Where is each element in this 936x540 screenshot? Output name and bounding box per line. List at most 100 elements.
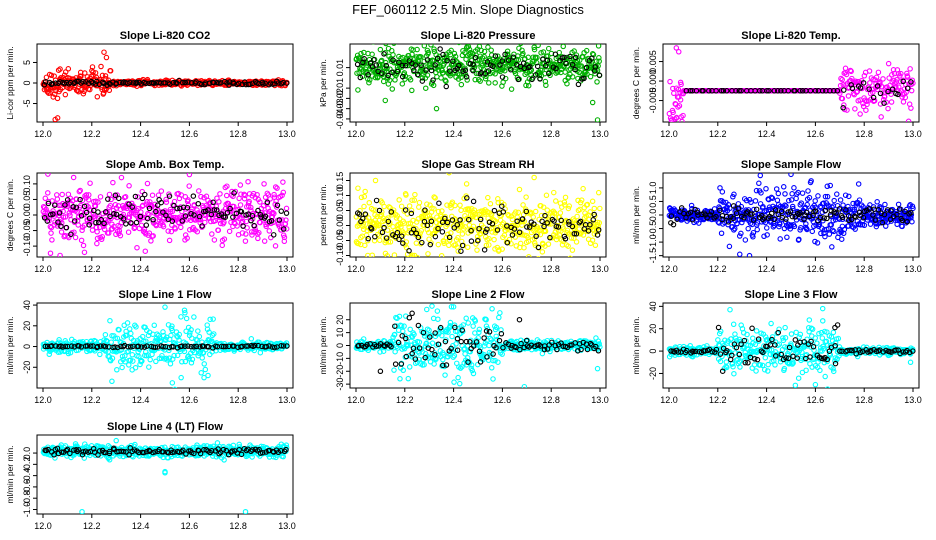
data-point [166, 237, 173, 244]
data-point [580, 185, 586, 192]
data-point [134, 244, 140, 251]
data-point [791, 185, 797, 191]
data-point [427, 221, 434, 228]
data-point [527, 64, 533, 70]
data-point [482, 229, 489, 235]
data-point [499, 203, 505, 209]
data-point [424, 57, 431, 63]
data-point [71, 218, 78, 224]
data-point [174, 345, 181, 351]
data-point [188, 211, 194, 217]
data-point [670, 85, 676, 92]
x-tick-label: 13.0 [904, 264, 922, 274]
data-point [211, 79, 217, 86]
x-tick-label: 12.4 [132, 395, 150, 405]
data-point [844, 107, 850, 113]
data-point [730, 203, 737, 209]
data-point [416, 54, 422, 61]
data-point [280, 343, 287, 349]
y-tick-label: 10 [335, 328, 345, 338]
data-point [512, 70, 519, 77]
data-point [108, 196, 114, 203]
data-point [867, 80, 873, 86]
data-point [102, 331, 109, 338]
data-point [434, 74, 440, 80]
data-point [126, 183, 132, 189]
data-point [407, 76, 414, 83]
data-point [365, 72, 371, 78]
data-point [673, 45, 680, 51]
data-point [428, 44, 434, 48]
x-tick-label: 12.2 [396, 395, 414, 405]
data-point [432, 62, 438, 68]
data-point [889, 86, 896, 93]
data-point [500, 79, 506, 86]
data-point [831, 197, 837, 204]
data-point [202, 219, 208, 226]
data-point [160, 209, 166, 215]
data-point [174, 352, 181, 359]
data-point [462, 351, 468, 357]
data-point [382, 97, 389, 104]
data-point [584, 201, 591, 208]
data-point [807, 88, 814, 94]
data-point [458, 248, 464, 254]
data-point [451, 223, 457, 229]
data-point [706, 88, 712, 94]
data-point [86, 222, 93, 228]
data-point [283, 217, 289, 223]
data-point [448, 304, 455, 310]
data-point [447, 319, 454, 326]
data-point [410, 226, 417, 233]
data-point [160, 223, 167, 230]
data-point [483, 242, 490, 249]
data-point [524, 70, 530, 76]
data-point [105, 349, 112, 355]
data-point [828, 207, 834, 214]
data-point [106, 87, 113, 94]
data-point [355, 87, 361, 93]
data-point [478, 47, 484, 54]
data-point [899, 217, 906, 224]
data-point [693, 88, 700, 94]
data-point [753, 206, 760, 213]
data-point [538, 203, 544, 209]
data-point [810, 212, 816, 219]
data-point [587, 73, 594, 80]
data-point [733, 210, 740, 217]
data-point [283, 210, 290, 216]
data-point [465, 216, 472, 223]
data-point [152, 344, 159, 350]
data-point [129, 352, 136, 358]
data-point [589, 237, 596, 243]
data-point [457, 202, 463, 208]
data-point [671, 90, 677, 97]
data-point [561, 54, 567, 61]
data-point [372, 207, 379, 213]
x-tick-label: 13.0 [591, 129, 609, 139]
data-point [515, 57, 522, 63]
data-point [514, 218, 520, 225]
points-group [666, 45, 916, 122]
data-point [529, 76, 535, 83]
data-point [442, 372, 448, 378]
data-point [214, 207, 220, 213]
data-point [472, 54, 479, 61]
data-point [878, 114, 884, 120]
data-point [107, 317, 113, 324]
data-point [863, 107, 869, 113]
y-tick-label: -0.01 [335, 78, 345, 99]
x-tick-label: 12.0 [34, 395, 52, 405]
data-point [493, 333, 499, 340]
data-point [270, 232, 277, 238]
data-point [431, 194, 437, 200]
data-point [505, 57, 512, 63]
data-point [160, 343, 166, 350]
data-point [773, 186, 780, 192]
data-point [364, 227, 370, 234]
data-point [449, 333, 455, 340]
data-point [520, 60, 527, 66]
y-tick-label: 0.10 [22, 175, 32, 193]
panel-title: Slope Sample Flow [741, 159, 842, 171]
data-point [179, 343, 185, 349]
